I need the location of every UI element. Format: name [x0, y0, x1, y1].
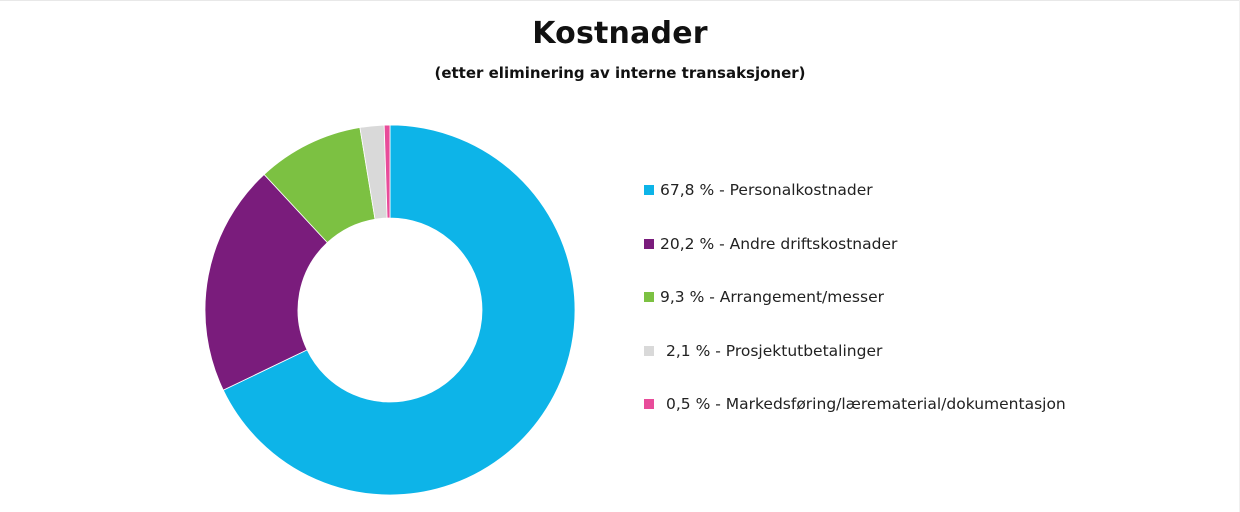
legend-item-andre-driftskostnader: 20,2 % - Andre driftskostnader [644, 234, 1066, 254]
legend-swatch [644, 292, 654, 302]
donut-slice-markedsforing [383, 124, 391, 219]
donut-slice-andre-driftskostnader [204, 173, 328, 391]
chart-title: Kostnader [532, 16, 708, 51]
legend-swatch [644, 238, 654, 249]
legend-item-markedsforing: 0,5 % - Markedsføring/lærematerial/dokum… [644, 394, 1066, 414]
legend-label: 2,1 % - Prosjektutbetalinger [666, 341, 883, 360]
legend-item-arrangement-messer: 9,3 % - Arrangement/messer [644, 287, 1066, 307]
legend-item-prosjektutbetalinger: 2,1 % - Prosjektutbetalinger [644, 341, 1066, 361]
top-border [0, 0, 1240, 1]
donut-chart [204, 124, 576, 496]
legend-swatch [644, 185, 654, 195]
legend-item-personalkostnader: 67,8 % - Personalkostnader [644, 180, 1066, 200]
chart-subtitle: (etter eliminering av interne transaksjo… [434, 64, 806, 82]
legend-label: 20,2 % - Andre driftskostnader [660, 234, 898, 253]
chart-legend: 67,8 % - Personalkostnader 20,2 % - Andr… [644, 180, 1066, 448]
legend-label: 67,8 % - Personalkostnader [660, 181, 873, 199]
legend-swatch [644, 399, 654, 409]
legend-label: 9,3 % - Arrangement/messer [660, 288, 884, 306]
legend-label: 0,5 % - Markedsføring/lærematerial/dokum… [666, 395, 1066, 413]
donut-slice-personalkostnader [222, 124, 576, 496]
legend-swatch [644, 345, 654, 356]
